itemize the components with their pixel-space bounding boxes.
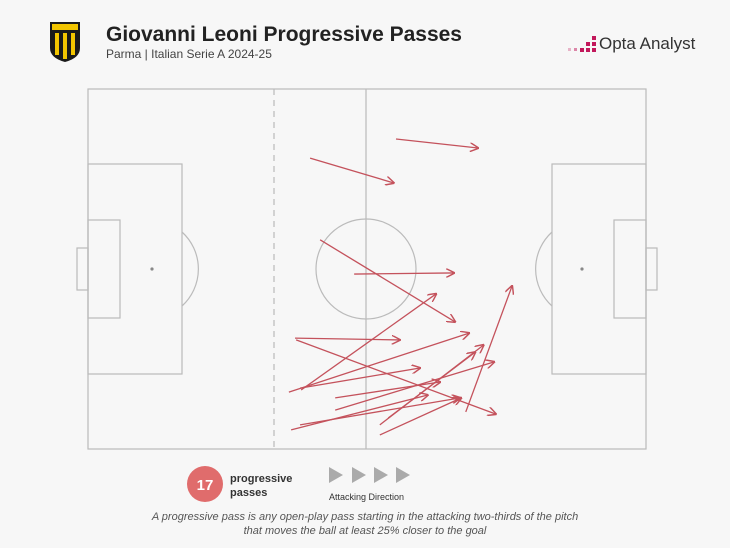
pass-arrow — [335, 382, 440, 399]
penalty-spot — [150, 267, 154, 271]
direction-label: Attacking Direction — [329, 492, 404, 502]
count-label: progressive — [230, 473, 292, 485]
brand-logo — [568, 36, 596, 52]
pass-arrow — [299, 398, 460, 426]
pass-arrow — [379, 398, 461, 436]
pitch — [76, 88, 658, 450]
pass-arrow — [354, 273, 454, 274]
pass-arrow — [295, 338, 400, 340]
pass-arrow — [465, 286, 512, 413]
footnote: A progressive pass is any open-play pass… — [151, 511, 578, 523]
pass-arrow — [290, 395, 428, 431]
pass-arrow — [288, 333, 469, 393]
pass-arrow — [387, 352, 475, 419]
pass-arrow — [299, 368, 420, 389]
brand-name: Opta Analyst — [599, 34, 696, 53]
direction-arrows — [329, 467, 410, 483]
pass-arrow — [309, 157, 394, 183]
chart-subtitle: Parma | Italian Serie A 2024-25 — [106, 47, 272, 61]
chart-title: Giovanni Leoni Progressive Passes — [106, 23, 462, 46]
pass-arrow — [335, 362, 494, 411]
penalty-spot — [580, 267, 584, 271]
pass-arrow — [319, 239, 455, 322]
footnote: that moves the ball at least 25% closer … — [244, 525, 487, 537]
club-crest — [50, 22, 80, 62]
count-label: passes — [230, 487, 267, 499]
count-badge — [187, 466, 223, 502]
count: 17 — [197, 477, 214, 494]
pass-arrow — [395, 138, 478, 148]
pass-arrow — [300, 294, 436, 391]
